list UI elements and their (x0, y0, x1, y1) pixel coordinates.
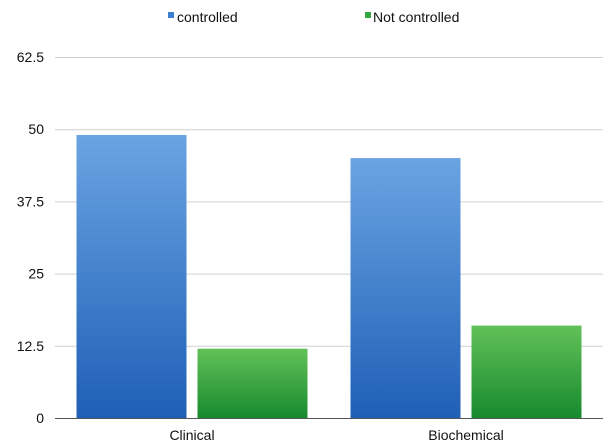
y-axis-ticks: 0 12.5 25 37.5 50 62.5 (17, 49, 44, 426)
y-tick-label: 50 (28, 121, 44, 137)
legend-label-controlled: controlled (177, 9, 238, 25)
x-axis-categories: Clinical Biochemical (169, 427, 503, 443)
bar-not-controlled-biochemical (471, 325, 582, 418)
y-tick-label: 25 (28, 266, 44, 282)
y-tick-label: 12.5 (17, 338, 44, 354)
x-category-label: Clinical (169, 427, 214, 443)
legend-swatch-not-controlled (365, 12, 371, 18)
y-tick-label: 37.5 (17, 193, 44, 209)
bar-controlled-clinical (76, 134, 187, 418)
bar-controlled-biochemical (350, 158, 461, 418)
legend-swatch-controlled (168, 12, 174, 18)
bar-not-controlled-clinical (197, 348, 308, 418)
bars (76, 134, 582, 418)
y-tick-label: 0 (36, 410, 44, 426)
x-category-label: Biochemical (428, 427, 503, 443)
legend: controlled Not controlled (168, 9, 459, 25)
y-tick-label: 62.5 (17, 49, 44, 65)
legend-label-not-controlled: Not controlled (373, 9, 459, 25)
